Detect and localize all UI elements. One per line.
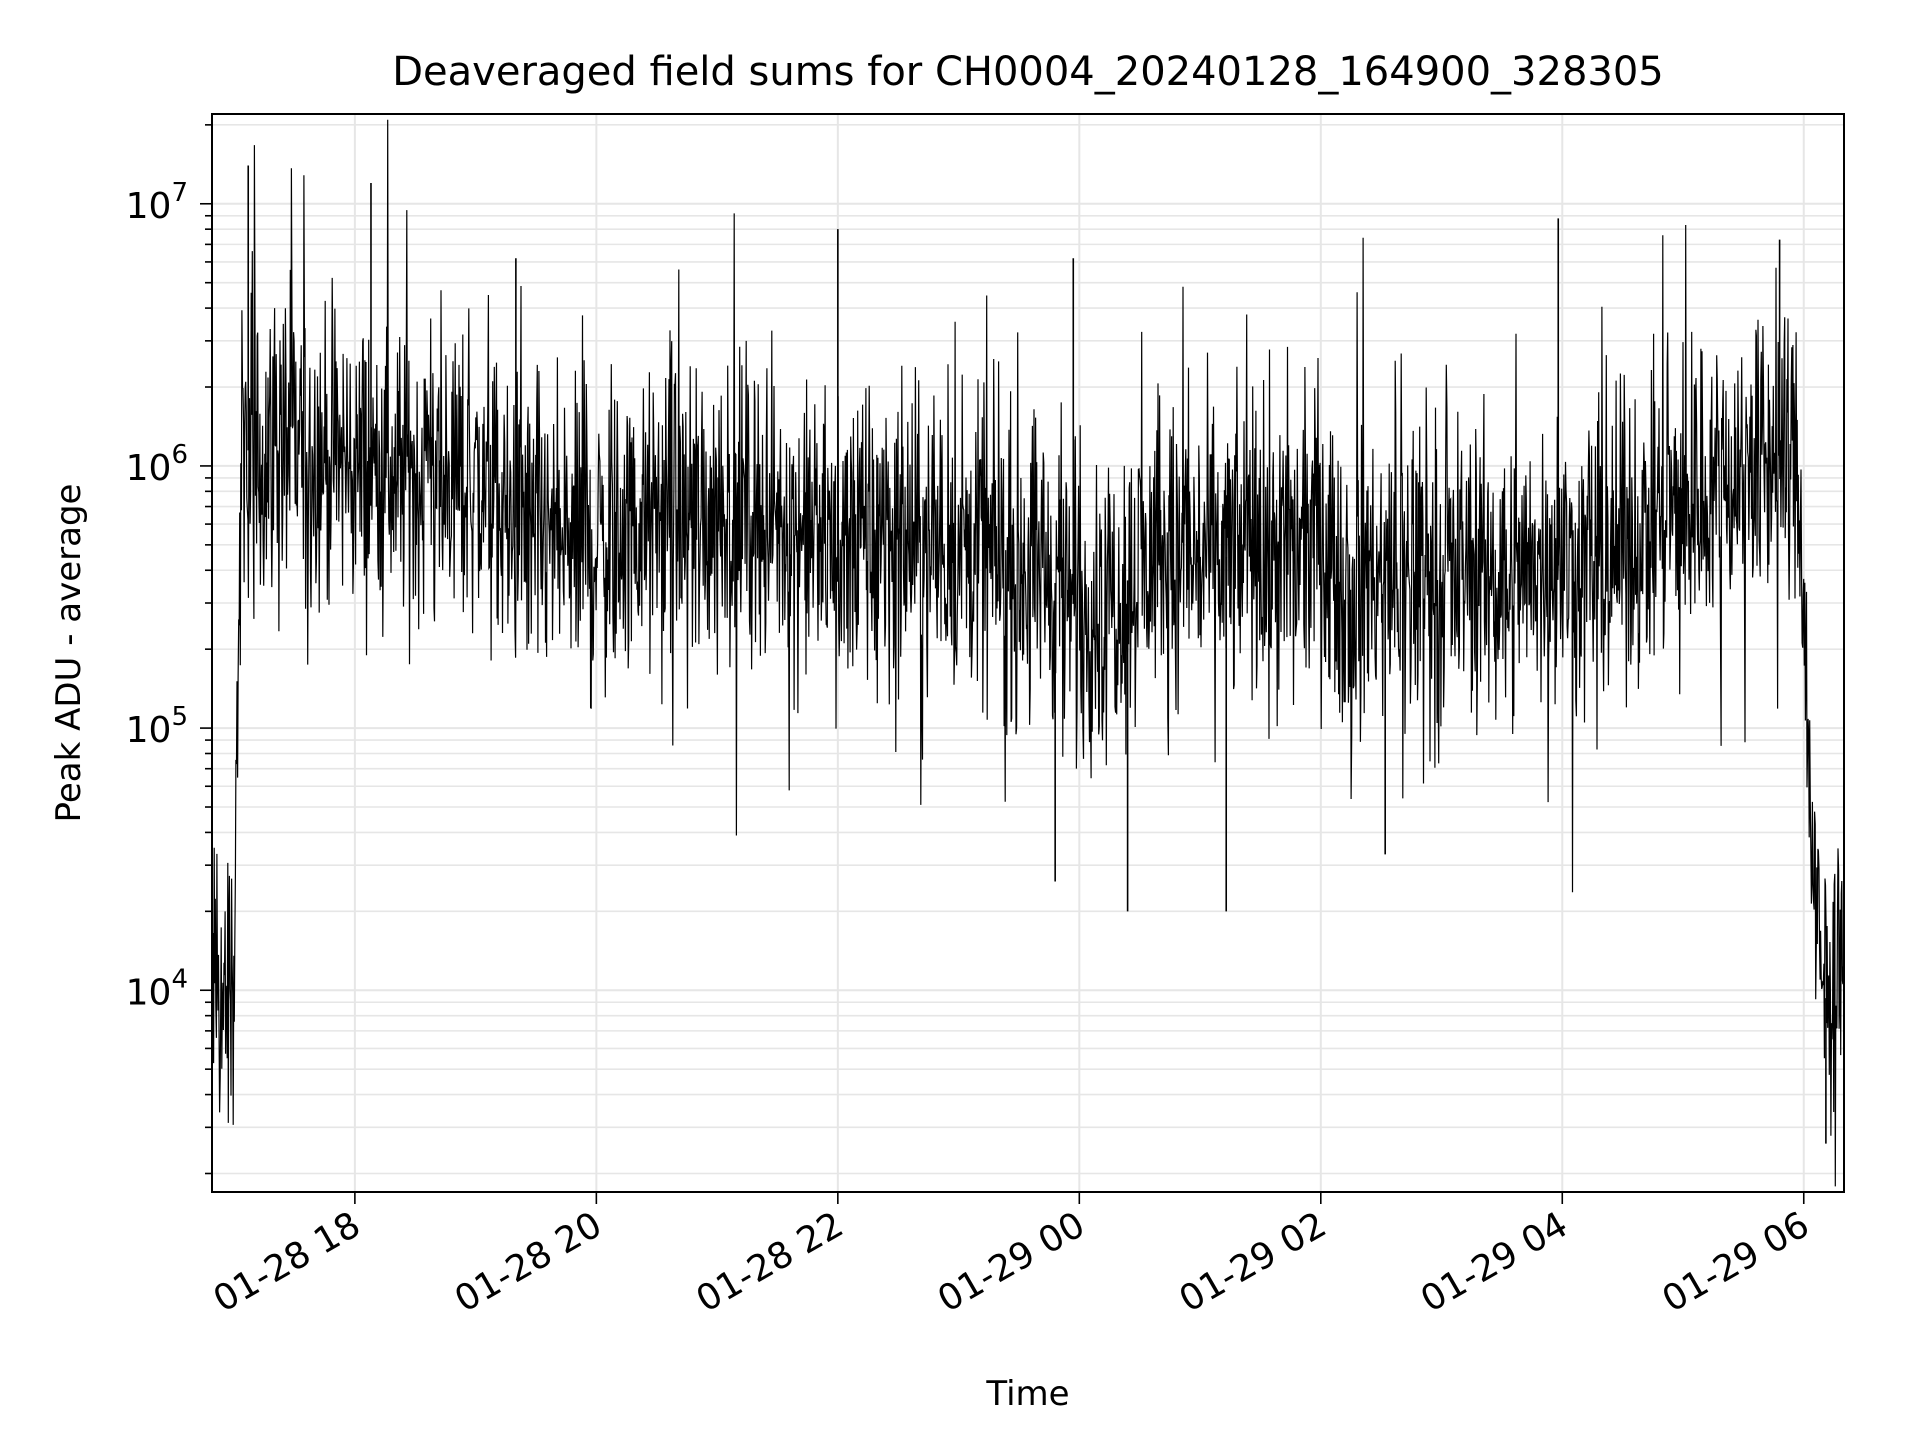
y-tick-label: 105 [126,702,188,751]
y-tick-label: 107 [126,178,188,227]
y-tick-label: 104 [126,964,188,1013]
y-tick-label: 106 [126,440,188,489]
data-series [211,119,1845,1187]
chart-title: Deaveraged field sums for CH0004_2024012… [392,49,1664,95]
plot-frame [211,113,1845,1193]
x-axis-label: Time [985,1374,1069,1414]
y-axis-label: Peak ADU - average [49,484,89,823]
series-line [211,119,1845,1187]
